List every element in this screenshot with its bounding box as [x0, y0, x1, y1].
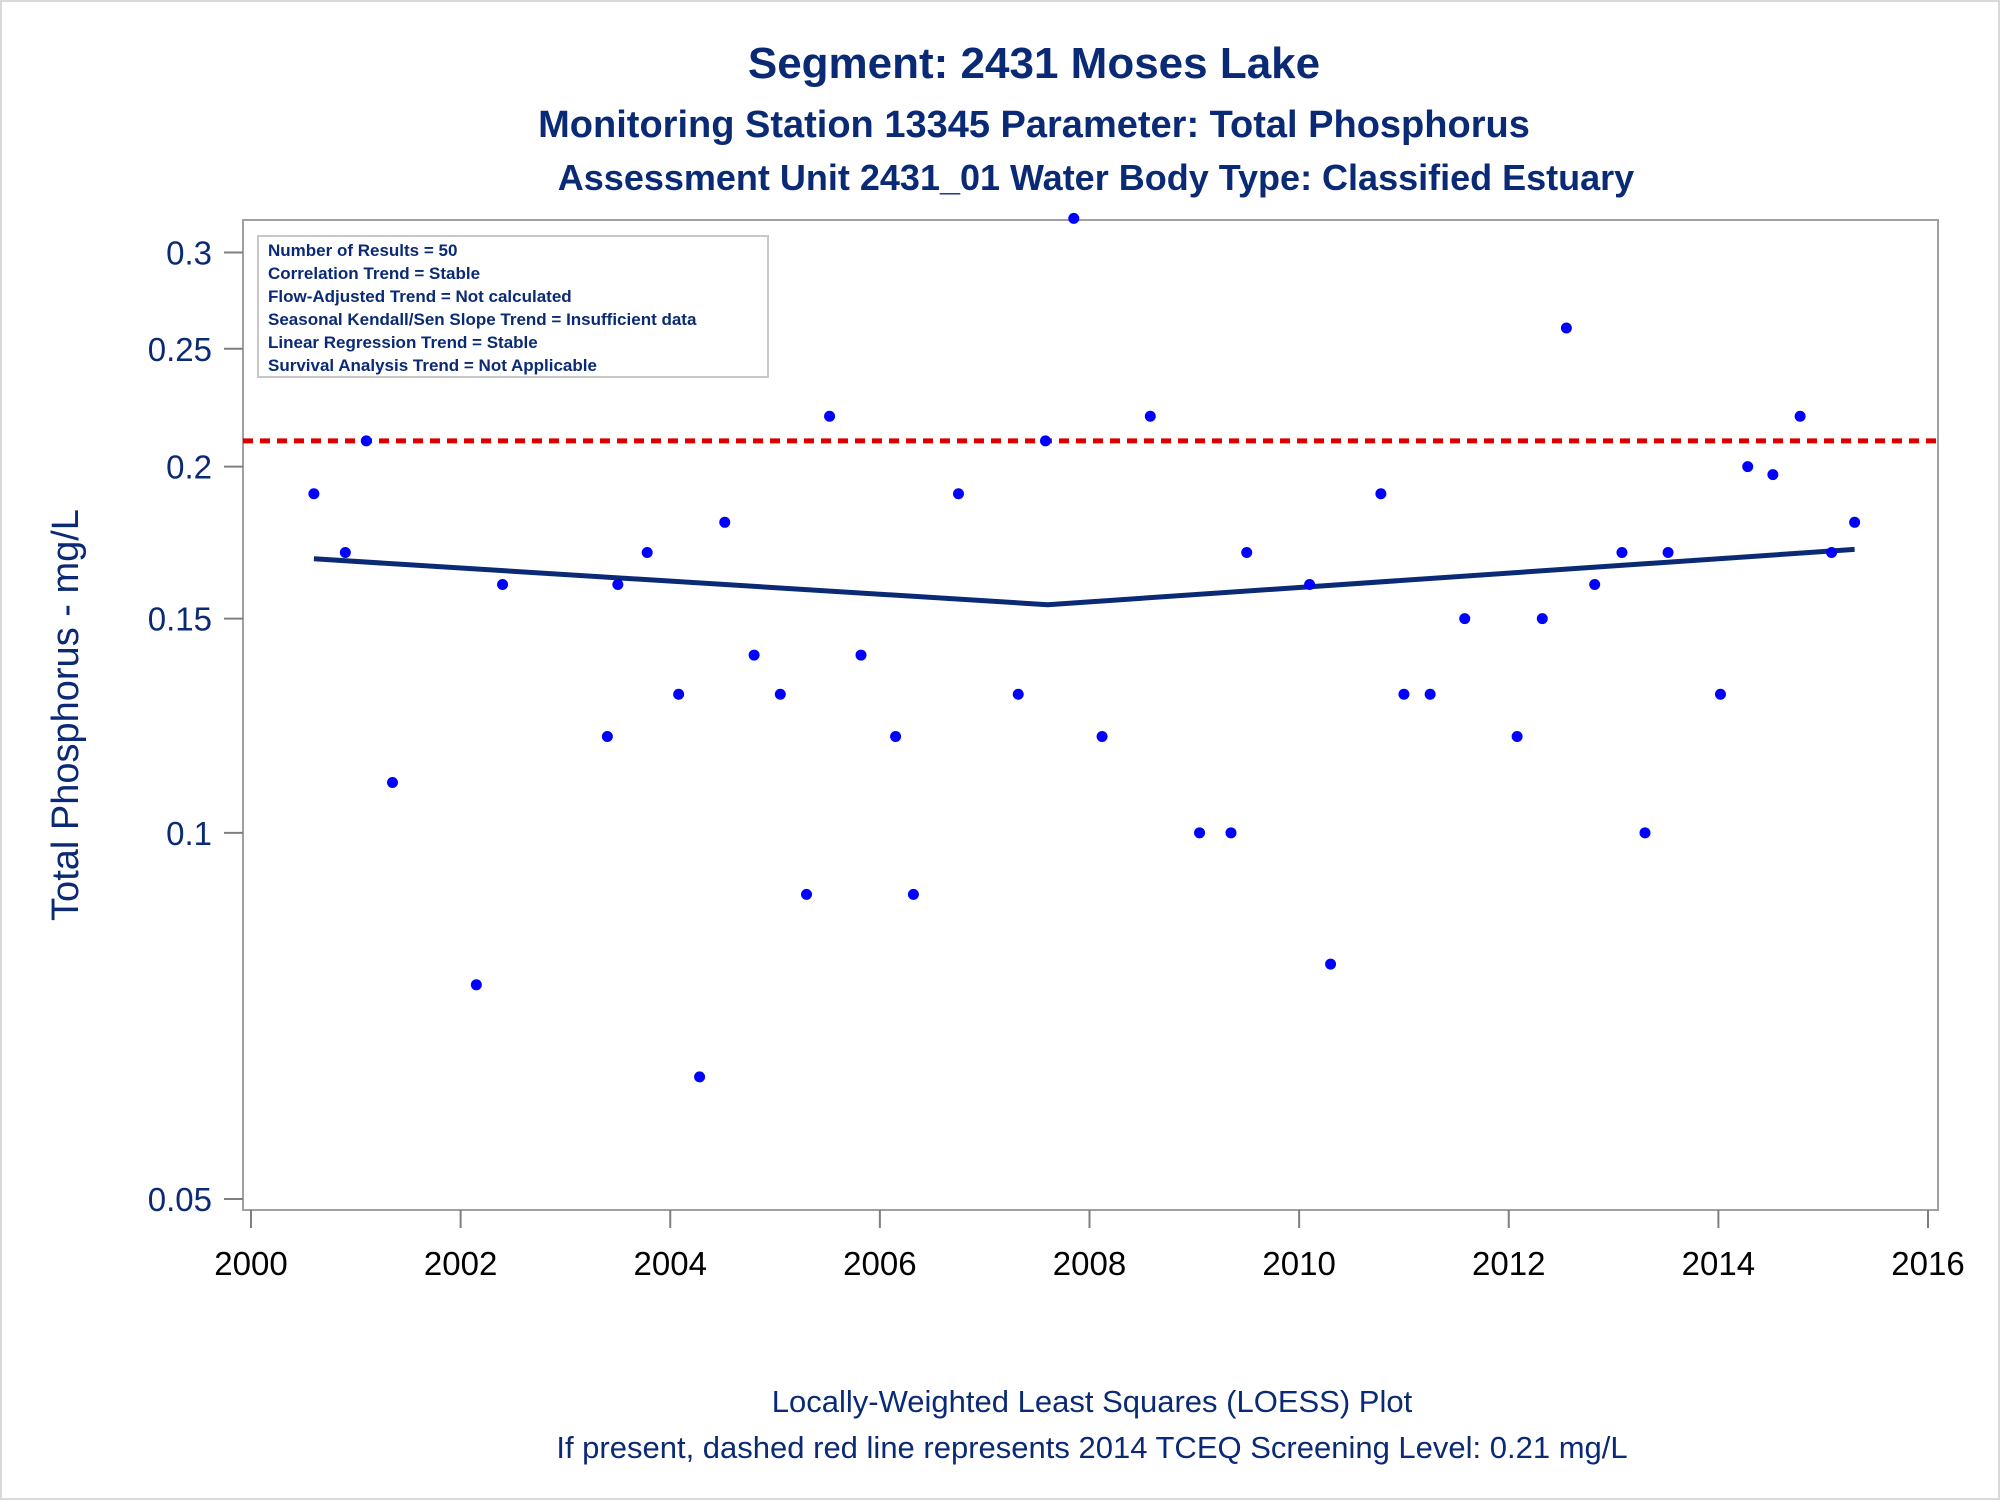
y-tick-label: 0.2	[166, 449, 212, 486]
data-point	[1742, 461, 1754, 473]
data-point	[774, 688, 786, 700]
x-tick-label: 2002	[424, 1245, 497, 1282]
data-point	[1767, 469, 1779, 481]
data-point	[1398, 688, 1410, 700]
data-point	[801, 888, 813, 900]
data-point	[694, 1071, 706, 1083]
data-point	[641, 546, 653, 558]
x-axis: 2000 2002 2004 2006 2008 2010 2012 2014 2016	[214, 1210, 1965, 1282]
chart-subtitle: Monitoring Station 13345 Parameter: Tota…	[538, 104, 1530, 146]
data-point	[1849, 516, 1861, 528]
x-tick-label: 2010	[1262, 1245, 1335, 1282]
data-point	[497, 579, 509, 591]
data-point	[1039, 435, 1051, 447]
data-point	[1616, 546, 1628, 558]
y-axis-label: Total Phosphorus - mg/L	[45, 509, 87, 921]
y-tick-label: 0.05	[148, 1181, 212, 1218]
data-point	[748, 649, 760, 661]
footnote-1: Locally-Weighted Least Squares (LOESS) P…	[772, 1384, 1413, 1419]
y-tick-label: 0.25	[148, 331, 212, 368]
x-tick-label: 2016	[1891, 1245, 1964, 1282]
x-tick-label: 2008	[1053, 1245, 1126, 1282]
x-tick-label: 2012	[1472, 1245, 1545, 1282]
x-tick-label: 2004	[634, 1245, 707, 1282]
stats-line: Correlation Trend = Stable	[268, 264, 480, 283]
data-point	[470, 979, 482, 991]
stats-line: Number of Results = 50	[268, 241, 457, 260]
data-point	[360, 435, 372, 447]
data-point	[719, 516, 731, 528]
stats-line: Linear Regression Trend = Stable	[268, 333, 538, 352]
data-point	[1511, 731, 1523, 743]
data-point	[1714, 688, 1726, 700]
data-point	[824, 410, 836, 422]
stats-line: Seasonal Kendall/Sen Slope Trend = Insuf…	[268, 310, 697, 329]
data-point	[1241, 546, 1253, 558]
stats-line: Survival Analysis Trend = Not Applicable	[268, 356, 597, 375]
data-point	[1560, 322, 1572, 334]
data-point	[952, 488, 964, 500]
chart-title: Segment: 2431 Moses Lake	[748, 39, 1320, 88]
data-point	[339, 546, 351, 558]
data-point	[855, 649, 867, 661]
data-point	[890, 731, 902, 743]
x-tick-label: 2014	[1682, 1245, 1755, 1282]
data-point	[1144, 410, 1156, 422]
data-point	[308, 488, 320, 500]
data-point	[1424, 688, 1436, 700]
data-point	[1536, 613, 1548, 625]
y-tick-label: 0.1	[166, 815, 212, 852]
data-point	[1589, 579, 1601, 591]
loess-curve	[313, 546, 1855, 608]
data-point	[1639, 827, 1651, 839]
data-point	[1459, 613, 1471, 625]
stats-box-border	[257, 235, 769, 378]
data-point	[1225, 827, 1237, 839]
data-point	[1662, 546, 1674, 558]
data-point	[1068, 212, 1080, 224]
y-axis: 0.05 0.1 0.15 0.2 0.25 0.3	[148, 220, 244, 1218]
data-point	[386, 776, 398, 788]
footnote-2: If present, dashed red line represents 2…	[556, 1430, 1627, 1465]
loess-trend-line	[313, 546, 1855, 608]
data-point	[601, 731, 613, 743]
stats-line: Flow-Adjusted Trend = Not calculated	[268, 287, 572, 306]
data-point	[1325, 958, 1337, 970]
data-point	[907, 888, 919, 900]
x-tick-label: 2000	[214, 1245, 287, 1282]
data-point	[612, 579, 624, 591]
data-point	[1012, 688, 1024, 700]
chart-subtitle-2: Assessment Unit 2431_01 Water Body Type:…	[558, 157, 1634, 198]
y-tick-label: 0.3	[166, 234, 212, 271]
data-point	[673, 688, 685, 700]
x-tick-label: 2006	[843, 1245, 916, 1282]
data-point	[1794, 410, 1806, 422]
data-point	[1096, 731, 1108, 743]
data-point	[1375, 488, 1387, 500]
y-tick-label: 0.15	[148, 601, 212, 638]
data-point	[1194, 827, 1206, 839]
data-point	[1826, 546, 1838, 558]
stats-box: Number of Results = 50 Correlation Trend…	[257, 235, 769, 378]
data-point	[1304, 579, 1316, 591]
